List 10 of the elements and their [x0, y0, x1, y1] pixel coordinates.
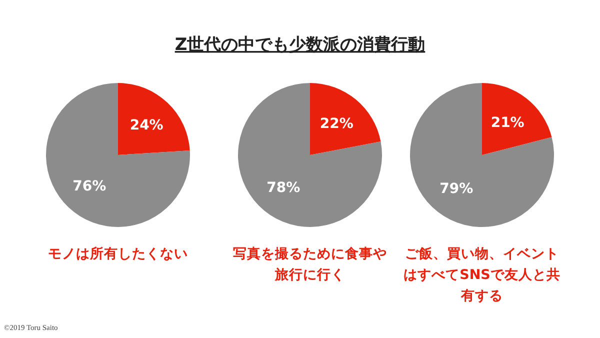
data-label: 22%: [320, 116, 354, 132]
text: モノは所有したくない: [48, 246, 188, 262]
text: 写真を撮るために食事や旅行に行く: [233, 246, 387, 283]
chart-title: Z世代の中でも少数派の消費行動: [174, 35, 426, 55]
data-label: 76%: [72, 178, 106, 194]
data-label: 78%: [266, 180, 300, 196]
data-label: 21%: [490, 115, 524, 132]
data-label: 24%: [130, 118, 164, 134]
data-label: 79%: [440, 180, 474, 197]
text: ご飯、買い物、イベントはすべてSNSで友人と共有する: [404, 246, 560, 304]
